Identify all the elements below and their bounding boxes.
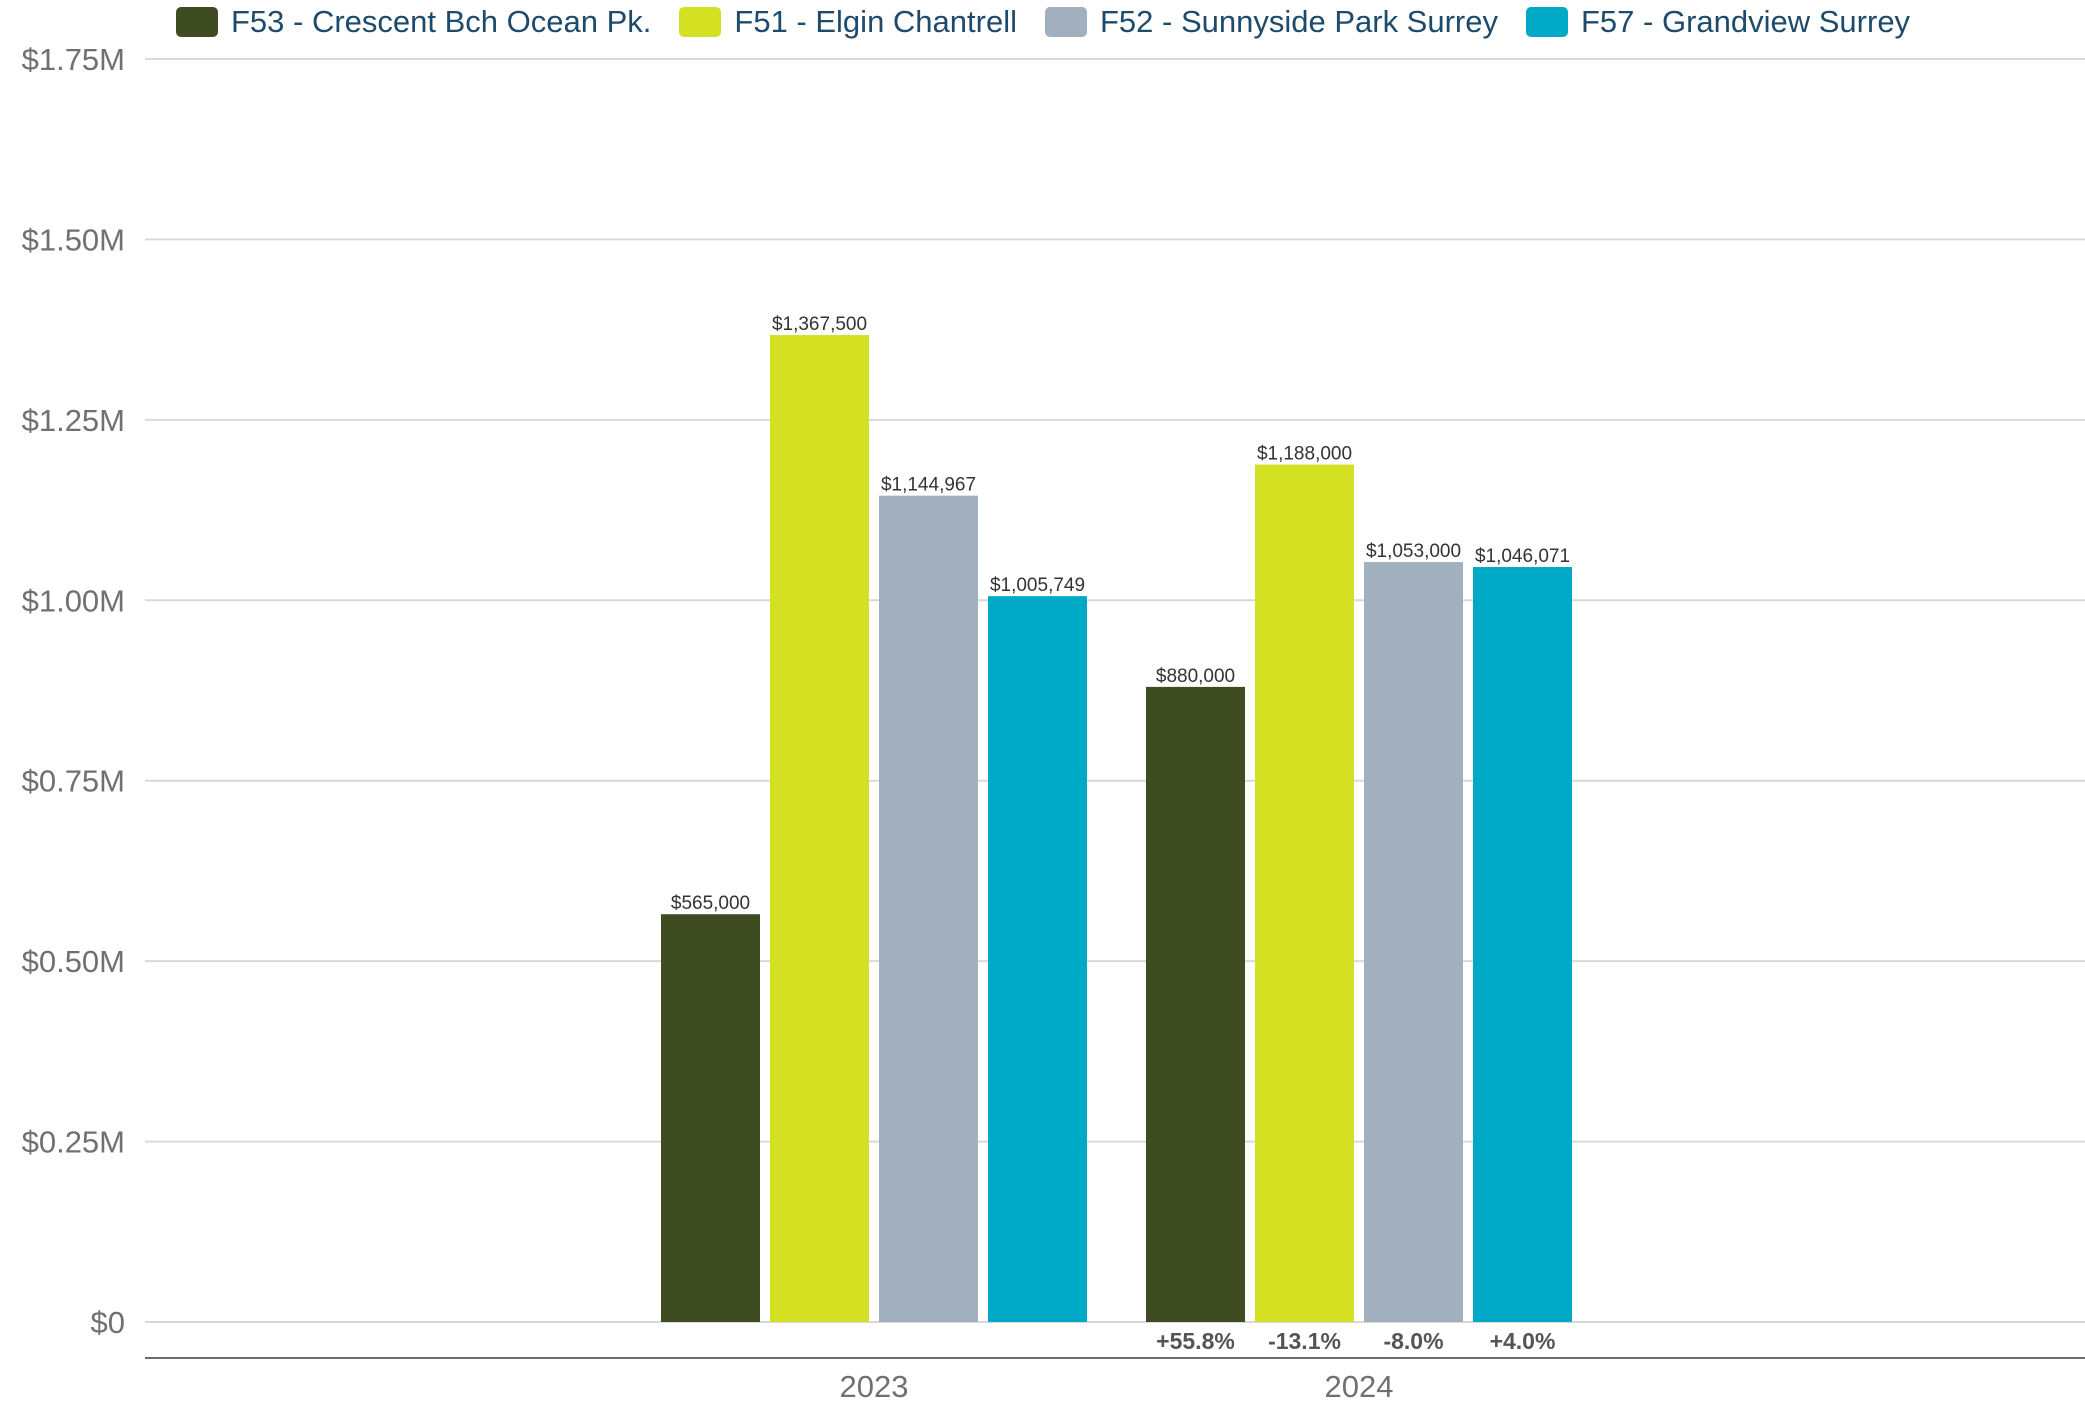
- bar-2024-1[interactable]: [1255, 464, 1354, 1323]
- y-tick-label: $0: [91, 1305, 125, 1340]
- legend-label-f53: F53 - Crescent Bch Ocean Pk.: [231, 4, 652, 39]
- data-label: $1,053,000: [1366, 541, 1461, 562]
- x-tick-label: 2023: [840, 1369, 909, 1404]
- data-label: $1,005,749: [990, 575, 1085, 596]
- legend-label-f52: F52 - Sunnyside Park Surrey: [1099, 4, 1498, 39]
- legend-label-f57: F57 - Grandview Surrey: [1581, 4, 1911, 39]
- data-label: $1,046,071: [1475, 546, 1570, 567]
- y-tick-label: $1.50M: [22, 222, 125, 257]
- data-label: $1,144,967: [881, 475, 976, 496]
- change-label: -13.1%: [1268, 1328, 1341, 1354]
- legend-item-f51[interactable]: F51 - Elgin Chantrell: [679, 4, 1017, 40]
- bar-2023-2[interactable]: [879, 495, 978, 1322]
- bar-2023-0[interactable]: [661, 914, 760, 1322]
- legend-swatch-f53: [176, 7, 218, 37]
- bar-2024-2[interactable]: [1364, 562, 1463, 1322]
- data-label: $565,000: [671, 893, 750, 914]
- legend-item-f53[interactable]: F53 - Crescent Bch Ocean Pk.: [176, 4, 651, 40]
- change-label: +4.0%: [1490, 1328, 1556, 1354]
- data-label: $880,000: [1156, 666, 1235, 687]
- bar-2024-0[interactable]: [1146, 686, 1245, 1322]
- bar-2023-3[interactable]: [988, 596, 1087, 1322]
- y-tick-label: $0.25M: [22, 1125, 125, 1160]
- bar-2023-1[interactable]: [770, 335, 869, 1322]
- legend-swatch-f57: [1526, 7, 1568, 37]
- legend: F53 - Crescent Bch Ocean Pk. F51 - Elgin…: [176, 4, 1910, 40]
- data-label: $1,188,000: [1257, 444, 1352, 465]
- y-tick-label: $0.50M: [22, 944, 125, 979]
- change-label: +55.8%: [1156, 1328, 1235, 1354]
- legend-label-f51: F51 - Elgin Chantrell: [734, 4, 1017, 39]
- legend-item-f52[interactable]: F52 - Sunnyside Park Surrey: [1044, 4, 1498, 40]
- y-tick-label: $0.75M: [22, 764, 125, 799]
- x-tick-label: 2024: [1325, 1369, 1394, 1404]
- legend-swatch-f52: [1044, 7, 1087, 37]
- y-tick-label: $1.00M: [22, 583, 125, 618]
- y-tick-label: $1.75M: [22, 42, 125, 77]
- bar-2024-3[interactable]: [1473, 567, 1572, 1322]
- legend-swatch-f51: [679, 7, 722, 37]
- data-label: $1,367,500: [772, 314, 867, 335]
- y-tick-label: $1.25M: [22, 403, 125, 438]
- change-label: -8.0%: [1383, 1328, 1443, 1354]
- legend-item-f57[interactable]: F57 - Grandview Surrey: [1526, 4, 1910, 40]
